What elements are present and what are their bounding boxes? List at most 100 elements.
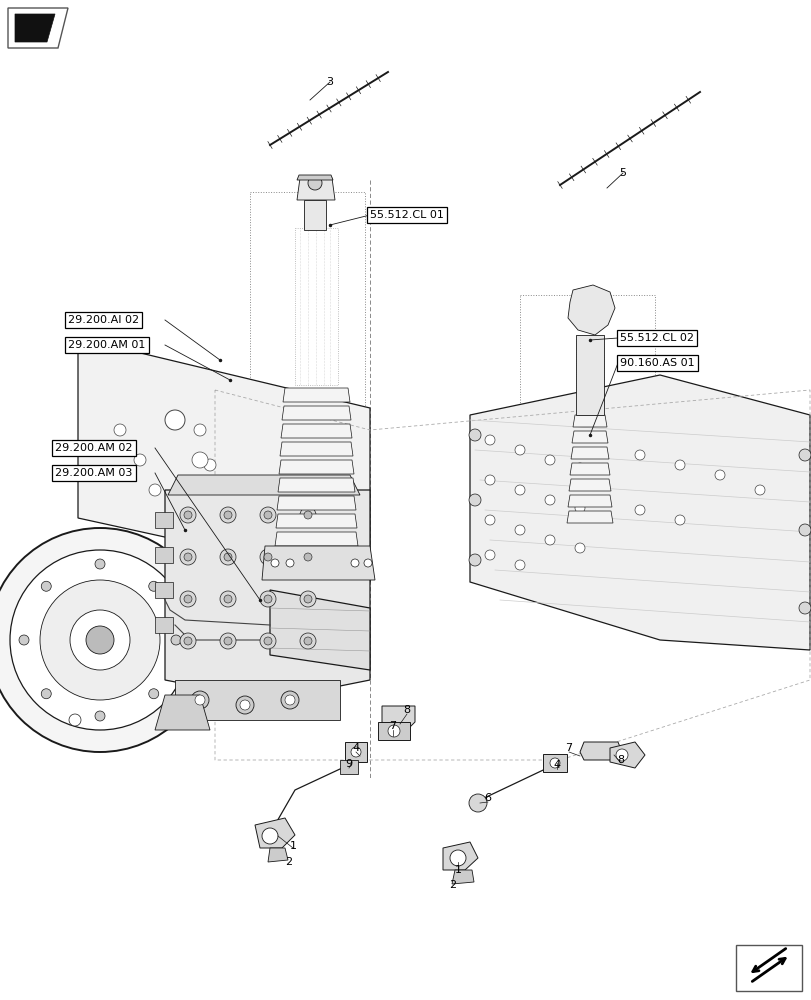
Circle shape — [184, 511, 191, 519]
Text: 4: 4 — [352, 743, 359, 753]
Circle shape — [184, 595, 191, 603]
Polygon shape — [275, 532, 358, 546]
Circle shape — [41, 689, 51, 699]
Circle shape — [299, 549, 315, 565]
Circle shape — [484, 550, 495, 560]
Circle shape — [449, 850, 466, 866]
Circle shape — [674, 515, 684, 525]
Circle shape — [307, 176, 322, 190]
Circle shape — [299, 591, 315, 607]
Polygon shape — [168, 475, 359, 495]
Circle shape — [70, 610, 130, 670]
Circle shape — [41, 581, 51, 591]
Text: 5: 5 — [619, 168, 626, 178]
Circle shape — [171, 635, 181, 645]
Bar — [735, 945, 801, 991]
Circle shape — [634, 505, 644, 515]
Circle shape — [224, 595, 232, 603]
Bar — [155, 512, 173, 528]
Polygon shape — [568, 495, 611, 507]
Circle shape — [180, 549, 195, 565]
Circle shape — [191, 691, 208, 709]
Polygon shape — [279, 460, 354, 474]
Text: 7: 7 — [564, 743, 572, 753]
Circle shape — [86, 626, 114, 654]
Bar — [378, 722, 410, 740]
Bar — [340, 760, 358, 774]
Polygon shape — [175, 680, 340, 720]
Circle shape — [264, 511, 272, 519]
Circle shape — [469, 794, 487, 812]
Circle shape — [303, 595, 311, 603]
Polygon shape — [569, 479, 610, 491]
Text: 90.160.AS 01: 90.160.AS 01 — [620, 358, 693, 368]
Circle shape — [754, 485, 764, 495]
Circle shape — [285, 695, 294, 705]
Circle shape — [264, 553, 272, 561]
Circle shape — [574, 503, 584, 513]
Circle shape — [194, 424, 206, 436]
Polygon shape — [281, 424, 351, 438]
Circle shape — [299, 507, 315, 523]
Circle shape — [10, 550, 190, 730]
Circle shape — [19, 635, 29, 645]
Text: 3: 3 — [326, 77, 333, 87]
Bar — [155, 547, 173, 563]
Circle shape — [165, 410, 185, 430]
Bar — [155, 617, 173, 633]
Circle shape — [180, 591, 195, 607]
Circle shape — [220, 591, 236, 607]
Circle shape — [224, 637, 232, 645]
Circle shape — [236, 696, 254, 714]
Polygon shape — [155, 695, 210, 730]
Circle shape — [469, 554, 480, 566]
Circle shape — [484, 475, 495, 485]
Bar — [575, 335, 603, 415]
Polygon shape — [570, 447, 608, 459]
Circle shape — [514, 445, 525, 455]
Circle shape — [350, 747, 361, 757]
Circle shape — [148, 689, 158, 699]
Circle shape — [220, 507, 236, 523]
Circle shape — [544, 495, 554, 505]
Polygon shape — [277, 478, 354, 492]
Circle shape — [285, 559, 294, 567]
Circle shape — [148, 484, 161, 496]
Circle shape — [303, 511, 311, 519]
Circle shape — [134, 454, 146, 466]
Polygon shape — [78, 338, 370, 582]
Polygon shape — [297, 178, 335, 200]
Circle shape — [469, 429, 480, 441]
Polygon shape — [283, 388, 350, 402]
Polygon shape — [609, 742, 644, 768]
Circle shape — [95, 711, 105, 721]
Circle shape — [220, 633, 236, 649]
Circle shape — [184, 553, 191, 561]
Text: 1: 1 — [454, 865, 461, 875]
Circle shape — [271, 559, 279, 567]
Polygon shape — [15, 14, 55, 42]
Circle shape — [220, 549, 236, 565]
Text: 2: 2 — [448, 880, 456, 890]
Circle shape — [634, 450, 644, 460]
Polygon shape — [268, 848, 288, 862]
Circle shape — [80, 620, 120, 660]
Text: 55.512.CL 02: 55.512.CL 02 — [620, 333, 693, 343]
Polygon shape — [280, 442, 353, 456]
Circle shape — [303, 637, 311, 645]
Circle shape — [514, 485, 525, 495]
Polygon shape — [443, 842, 478, 870]
Polygon shape — [281, 406, 350, 420]
Polygon shape — [297, 175, 333, 180]
Circle shape — [260, 591, 276, 607]
Circle shape — [549, 758, 560, 768]
Polygon shape — [276, 514, 357, 528]
Text: 9: 9 — [345, 759, 352, 769]
Text: 1: 1 — [290, 841, 296, 851]
Circle shape — [260, 549, 276, 565]
Circle shape — [350, 559, 358, 567]
Circle shape — [114, 424, 126, 436]
Circle shape — [69, 714, 81, 726]
Circle shape — [224, 511, 232, 519]
Circle shape — [262, 828, 277, 844]
